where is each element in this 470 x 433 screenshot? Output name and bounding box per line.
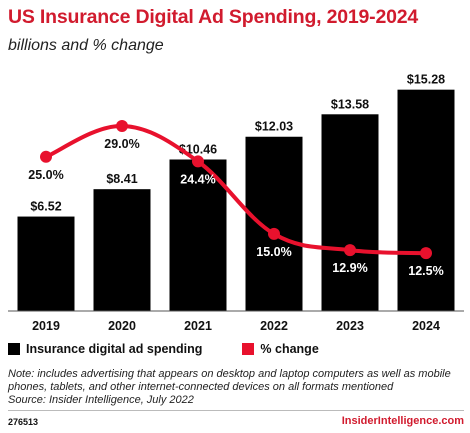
x-tick-label-2020: 2020 (108, 319, 136, 333)
footer-divider (8, 410, 464, 411)
chart-subtitle: billions and % change (8, 37, 164, 54)
bar-2020 (93, 189, 151, 311)
legend-item-bar: Insurance digital ad spending (8, 342, 202, 356)
x-tick-label-2021: 2021 (184, 319, 212, 333)
bar-value-label-2022: $12.03 (255, 120, 293, 134)
bar-value-label-2023: $13.58 (331, 97, 369, 111)
bar-2022 (245, 136, 303, 311)
x-tick-label-2022: 2022 (260, 319, 288, 333)
pct-change-label-2019: 25.0% (28, 168, 63, 182)
bar-2024 (397, 89, 455, 312)
pct-change-label-2021: 24.4% (180, 172, 215, 186)
chart-title: US Insurance Digital Ad Spending, 2019-2… (8, 6, 419, 28)
bar-2019 (17, 216, 75, 311)
pct-change-point-2023 (344, 244, 356, 257)
bar-value-label-2024: $15.28 (407, 73, 445, 87)
legend: Insurance digital ad spending % change (8, 342, 359, 356)
legend-swatch-bar (8, 343, 20, 355)
pct-change-label-2024: 12.5% (408, 264, 443, 278)
pct-change-point-2020 (116, 119, 128, 132)
brand-link[interactable]: InsiderIntelligence.com (341, 415, 464, 427)
source-text: Source: Insider Intelligence, July 2022 (8, 394, 194, 406)
bar-2021 (169, 159, 227, 311)
pct-change-point-2024 (420, 247, 432, 260)
bar-2023 (321, 114, 379, 311)
pct-change-point-2019 (40, 150, 52, 163)
x-tick-label-2019: 2019 (32, 319, 60, 333)
legend-label-line: % change (260, 342, 319, 356)
x-tick-label-2023: 2023 (336, 319, 364, 333)
pct-change-point-2022 (268, 227, 280, 240)
pct-change-label-2020: 29.0% (104, 137, 139, 151)
pct-change-point-2021 (192, 155, 204, 168)
bar-value-label-2019: $6.52 (30, 200, 61, 214)
chart-note: Note: includes advertising that appears … (8, 368, 464, 407)
pct-change-label-2022: 15.0% (256, 245, 291, 259)
legend-label-bar: Insurance digital ad spending (26, 342, 203, 356)
note-text: Note: includes advertising that appears … (8, 368, 451, 393)
bar-value-label-2020: $8.41 (106, 172, 137, 186)
pct-change-label-2023: 12.9% (332, 261, 367, 275)
x-tick-label-2024: 2024 (412, 319, 440, 333)
legend-item-line: % change (242, 342, 319, 356)
legend-swatch-line (242, 343, 255, 355)
chart-id: 276513 (8, 417, 39, 427)
